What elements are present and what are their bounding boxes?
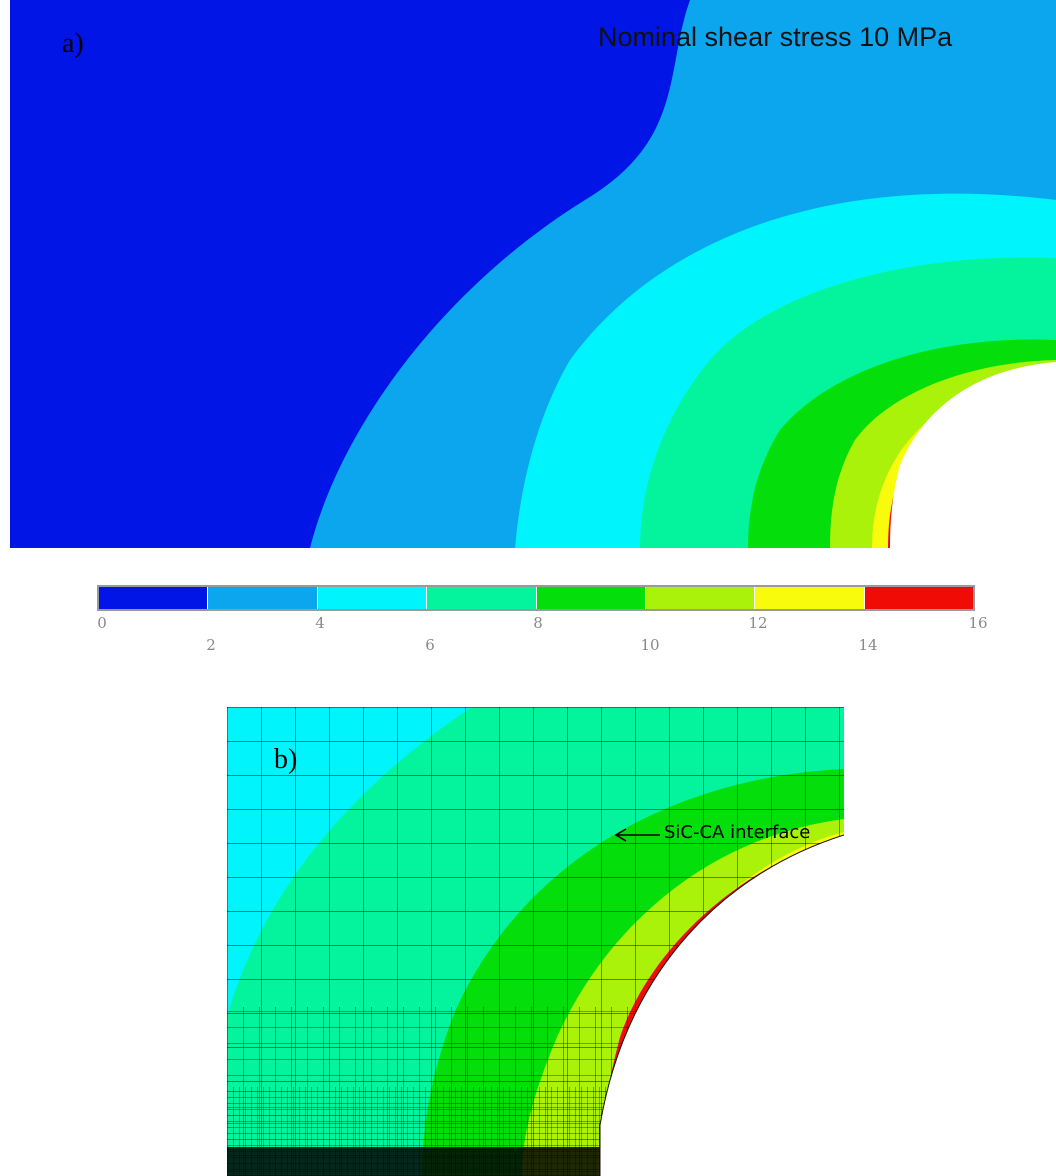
- colorbar-segment-7: [864, 587, 973, 609]
- colorbar-segment-6: [755, 587, 865, 609]
- colorbar-tick-2: 4: [315, 614, 325, 632]
- colorbar-tick-3: 6: [425, 636, 435, 654]
- colorbar-segment-5: [645, 587, 756, 609]
- mesh-contour-plot-b: [227, 707, 844, 1176]
- mesh-dense-interface: [227, 1147, 844, 1176]
- colorbar-tick-1: 2: [206, 636, 216, 654]
- colorbar-tick-0: 0: [97, 614, 107, 632]
- panel-a-title: Nominal shear stress 10 MPa: [598, 22, 953, 52]
- colorbar-tick-5: 10: [640, 636, 660, 654]
- hole-cutout: [890, 362, 1056, 548]
- arrow-left-icon: [614, 828, 660, 842]
- colorbar-segment-4: [536, 587, 646, 609]
- contour-plot-a: [10, 0, 1056, 548]
- colorbar-tick-6: 12: [748, 614, 768, 632]
- colorbar-segment-1: [208, 587, 318, 609]
- hole-edge: [599, 834, 844, 1176]
- colorbar-segment-2: [317, 587, 428, 609]
- colorbar-segment-0: [99, 587, 209, 609]
- colorbar-tick-7: 14: [858, 636, 878, 654]
- colorbar-segment-3: [427, 587, 537, 609]
- panel-a-label: a): [62, 28, 84, 59]
- colorbar: [97, 585, 975, 611]
- colorbar-tick-8: 16: [968, 614, 988, 632]
- interface-annotation: SiC-CA interface: [664, 822, 811, 843]
- panel-b-label: b): [274, 744, 298, 775]
- colorbar-tick-4: 8: [533, 614, 543, 632]
